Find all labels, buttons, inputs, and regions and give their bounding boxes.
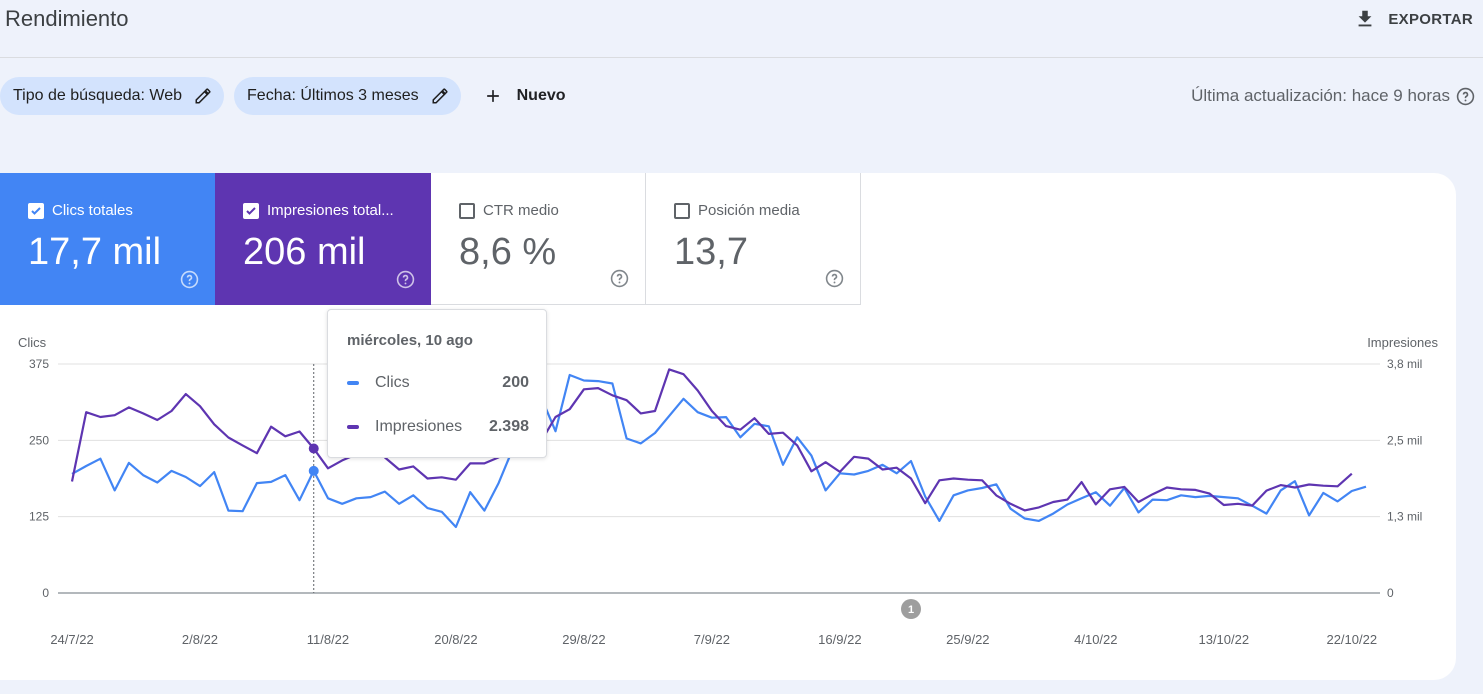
last-update-text: Última actualización: hace 9 horas [1191, 86, 1450, 105]
edit-pencil-icon [195, 88, 211, 104]
annotation-label: 1 [908, 604, 914, 616]
metric-ctr-label: CTR medio [483, 202, 559, 219]
help-circle-icon[interactable] [610, 269, 629, 288]
tooltip-impressions-value: 2.398 [488, 418, 529, 435]
x-tick-label: 2/8/22 [182, 632, 218, 647]
x-tick-label: 13/10/22 [1198, 632, 1249, 647]
right-tick-label: 0 [1387, 586, 1394, 600]
search-type-filter-label: Tipo de búsqueda: Web [13, 87, 183, 104]
right-tick-label: 2,5 mil [1387, 433, 1422, 447]
right-tick-label: 1,3 mil [1387, 510, 1422, 524]
help-circle-icon[interactable] [1456, 87, 1475, 106]
left-tick-label: 375 [29, 357, 49, 371]
left-axis-title: Clics [18, 335, 47, 350]
metric-ctr-header: CTR medio [459, 202, 559, 219]
metric-position[interactable]: Posición media 13,7 [646, 173, 861, 305]
x-tick-label: 11/8/22 [307, 632, 349, 647]
export-button[interactable]: EXPORTAR [1354, 8, 1473, 30]
left-tick-label: 250 [29, 433, 49, 447]
date-filter-label: Fecha: Últimos 3 meses [247, 87, 419, 104]
page-header: Rendimiento EXPORTAR [0, 0, 1483, 58]
chart-tooltip: miércoles, 10 ago Clics 200 Impresiones … [327, 309, 547, 458]
metric-clicks-value: 17,7 mil [28, 231, 162, 273]
filter-bar: Tipo de búsqueda: Web Fecha: Últimos 3 m… [0, 77, 566, 115]
metric-ctr[interactable]: CTR medio 8,6 % [431, 173, 646, 305]
x-tick-label: 20/8/22 [434, 632, 477, 647]
right-axis-title: Impresiones [1367, 335, 1438, 350]
impressions-legend-swatch [347, 425, 359, 429]
metric-clicks-checkbox[interactable] [28, 202, 44, 219]
tooltip-row-impressions: Impresiones 2.398 [347, 418, 529, 436]
x-tick-label: 24/7/22 [50, 632, 93, 647]
check-icon [31, 206, 41, 215]
metric-clicks-header: Clics totales [28, 202, 133, 219]
metric-position-header: Posición media [674, 202, 800, 219]
edit-pencil-icon [432, 88, 448, 104]
metric-position-checkbox[interactable] [674, 202, 690, 219]
metric-impressions[interactable]: Impresiones total... 206 mil [215, 173, 431, 305]
right-tick-label: 3,8 mil [1387, 357, 1422, 371]
metric-ctr-checkbox[interactable] [459, 202, 475, 219]
metric-clicks[interactable]: Clics totales 17,7 mil [0, 173, 215, 305]
metric-impressions-checkbox[interactable] [243, 202, 259, 219]
tooltip-clicks-value: 200 [502, 374, 529, 391]
date-filter-chip[interactable]: Fecha: Últimos 3 meses [234, 77, 461, 115]
new-filter-button[interactable]: Nuevo [483, 86, 566, 106]
metric-tabs: Clics totales 17,7 mil Impresiones total… [0, 173, 861, 305]
left-tick-label: 125 [29, 510, 49, 524]
help-circle-icon[interactable] [825, 269, 844, 288]
clicks-legend-swatch [347, 381, 359, 385]
help-circle-icon[interactable] [396, 270, 415, 289]
clicks-series-line [71, 373, 1367, 529]
new-filter-label: Nuevo [516, 87, 566, 104]
export-label: EXPORTAR [1388, 10, 1473, 28]
impressions-hover-point [308, 443, 319, 454]
left-tick-label: 0 [42, 586, 49, 600]
search-type-filter-chip[interactable]: Tipo de búsqueda: Web [0, 77, 225, 115]
metric-position-label: Posición media [698, 202, 800, 219]
page-title: Rendimiento [5, 6, 129, 31]
metric-impressions-label: Impresiones total... [267, 202, 394, 219]
metric-clicks-label: Clics totales [52, 202, 133, 219]
x-tick-label: 22/10/22 [1326, 632, 1377, 647]
tooltip-row-clicks: Clics 200 [347, 374, 529, 392]
x-tick-label: 25/9/22 [946, 632, 989, 647]
plus-icon [486, 90, 499, 102]
download-icon [1358, 10, 1372, 27]
x-tick-label: 7/9/22 [694, 632, 730, 647]
x-tick-label: 29/8/22 [562, 632, 605, 647]
tooltip-clicks-name: Clics [375, 374, 410, 391]
annotation-marker[interactable] [901, 599, 921, 619]
metric-impressions-value: 206 mil [243, 231, 366, 273]
x-tick-label: 16/9/22 [818, 632, 861, 647]
metric-position-value: 13,7 [674, 231, 748, 273]
help-circle-icon[interactable] [180, 270, 199, 289]
metric-ctr-value: 8,6 % [459, 231, 557, 273]
clicks-hover-point [308, 465, 319, 476]
x-tick-label: 4/10/22 [1074, 632, 1117, 647]
metric-impressions-header: Impresiones total... [243, 202, 394, 219]
last-update-info: Última actualización: hace 9 horas [1191, 86, 1475, 106]
check-icon [246, 206, 256, 215]
tooltip-impressions-name: Impresiones [375, 418, 463, 435]
tooltip-date: miércoles, 10 ago [347, 332, 473, 349]
impressions-series-line [70, 368, 1353, 512]
